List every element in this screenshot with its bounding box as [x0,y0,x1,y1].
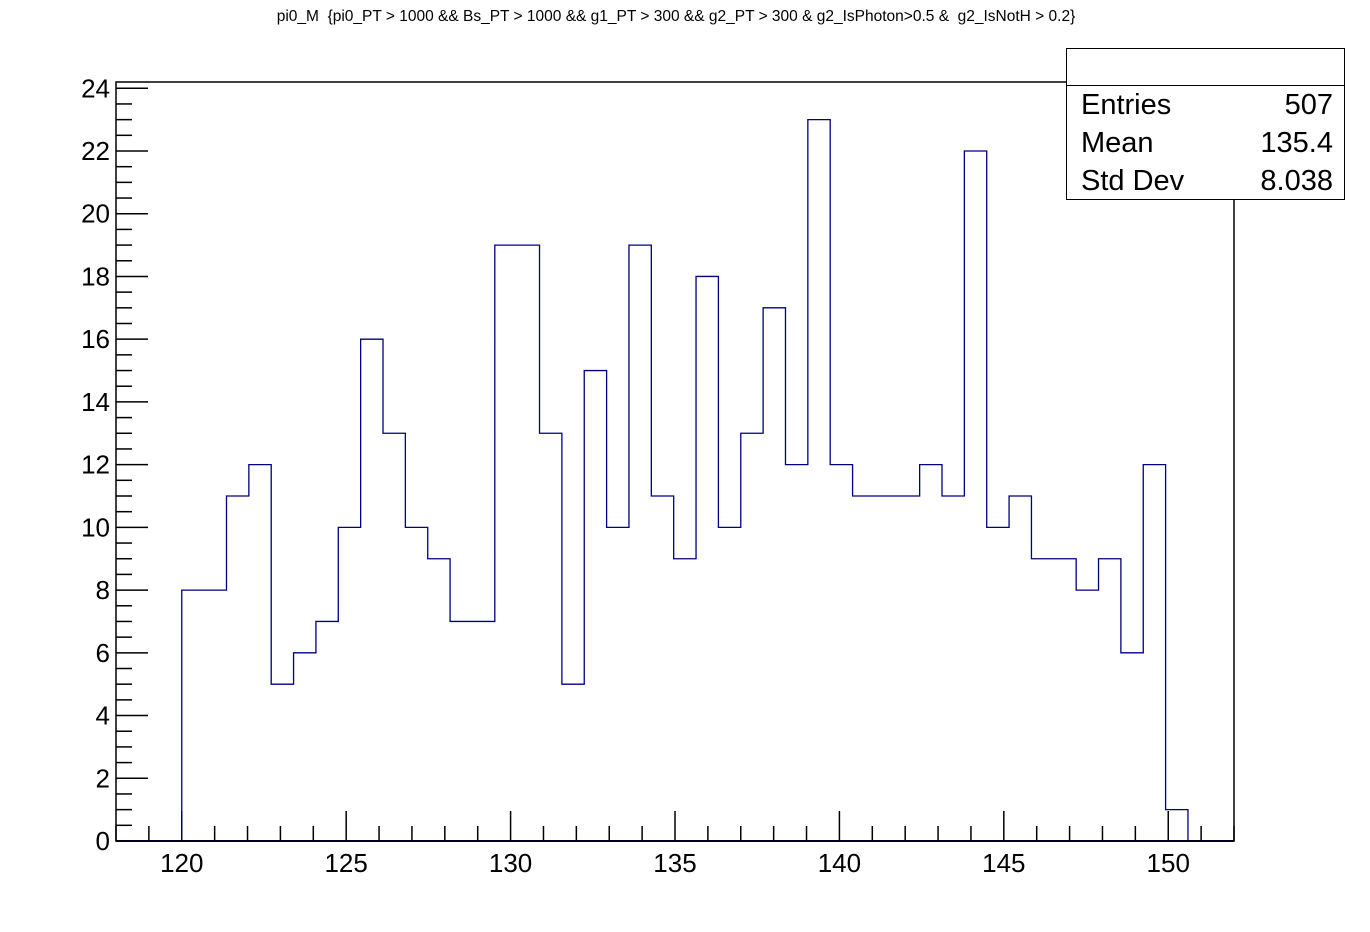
histogram-bin [964,151,986,841]
histogram-bin [316,621,338,841]
histogram-bin [294,653,316,841]
histogram-bin [584,371,606,841]
mean-value: 135.4 [1260,127,1333,159]
histogram-bin [1076,590,1098,841]
y-tick-label: 0 [96,826,110,856]
stats-row-mean: Mean 135.4 [1067,124,1344,162]
histogram-bin [204,590,226,841]
histogram-outline [116,118,1234,842]
histogram-bin [1031,559,1053,841]
histogram-bin [920,465,942,841]
x-tick-label: 120 [160,848,203,878]
entries-value: 507 [1284,89,1333,121]
y-tick-label: 6 [96,638,110,668]
histogram-bin [651,496,673,841]
histogram-bin [383,433,405,841]
histogram-bin [718,527,740,841]
y-tick-label: 10 [81,512,110,542]
histogram-bin [226,496,248,841]
histogram-bin [540,433,562,841]
y-tick-label: 14 [81,387,110,417]
y-tick-label: 22 [81,136,110,166]
y-tick-label: 18 [81,261,110,291]
histogram-bin [853,496,875,841]
stats-row-entries: Entries 507 [1067,86,1344,124]
x-tick-label: 140 [818,848,861,878]
histogram-bin [987,527,1009,841]
histogram-bin [830,465,852,841]
histogram-bin [629,245,651,841]
y-tick-label: 8 [96,575,110,605]
histogram-bin [249,465,271,841]
histogram-bin [1121,653,1143,841]
histogram-bin [361,339,383,841]
stats-header [1067,49,1344,86]
y-tick-label: 2 [96,763,110,793]
histogram-bin [338,527,360,841]
x-tick-label: 130 [489,848,532,878]
histogram-bin [607,527,629,841]
histogram-bin [1054,559,1076,841]
y-tick-label: 4 [96,701,110,731]
histogram-bin [1166,810,1188,841]
entries-label: Entries [1081,89,1172,121]
x-tick-label: 145 [982,848,1025,878]
stats-box: Entries 507 Mean 135.4 Std Dev 8.038 [1066,48,1345,200]
histogram-bin [1009,496,1031,841]
x-tick-label: 125 [324,848,367,878]
stddev-value: 8.038 [1260,165,1333,197]
histogram-bin [875,496,897,841]
histogram-bin [182,590,204,841]
histogram-bin [897,496,919,841]
histogram-bin [808,120,830,841]
y-tick-label: 24 [81,73,110,103]
x-tick-label: 150 [1147,848,1190,878]
histogram-bin [517,245,539,841]
histogram-bin [674,559,696,841]
histogram-bin [450,621,472,841]
histogram-bin [428,559,450,841]
histogram-bin [1099,559,1121,841]
histogram-bin [763,308,785,841]
stats-row-stddev: Std Dev 8.038 [1067,162,1344,200]
y-tick-label: 12 [81,450,110,480]
histogram-bin [495,245,517,841]
histogram-bin [696,276,718,841]
histogram-bin [1143,465,1165,841]
axis-ticks [115,87,1235,842]
histogram-bin [405,527,427,841]
histogram-bin [562,684,584,841]
histogram-bin [472,621,494,841]
stddev-label: Std Dev [1081,165,1185,197]
x-tick-label: 135 [653,848,696,878]
tick-labels: 120 125 130 135 140 145 1500246810121416182022… [81,73,1190,878]
histogram-layer [116,118,1234,842]
mean-label: Mean [1081,127,1154,159]
histogram-bin [271,684,293,841]
histogram-bin [942,496,964,841]
chart-title: pi0_M {pi0_PT > 1000 && Bs_PT > 1000 && … [276,8,1076,25]
y-tick-label: 16 [81,324,110,354]
plot-frame [115,81,1235,842]
histogram-bin [741,433,763,841]
histogram-bin [785,465,807,841]
y-tick-label: 20 [81,199,110,229]
